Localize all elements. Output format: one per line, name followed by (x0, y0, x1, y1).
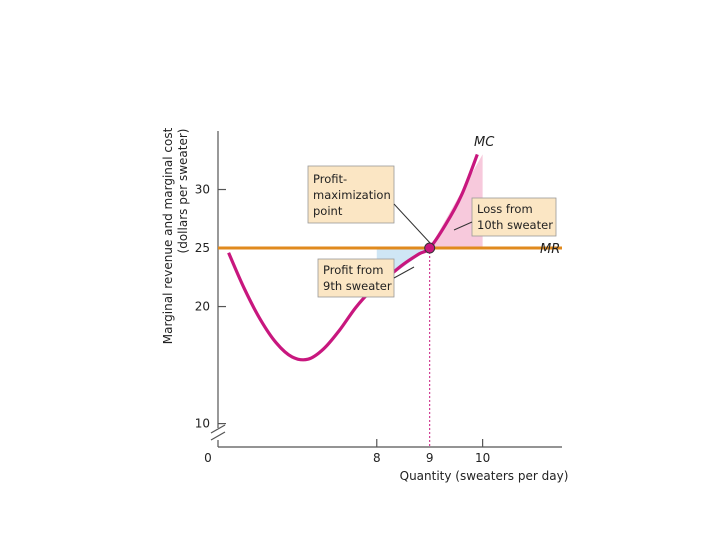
x-tick-label: 10 (475, 451, 490, 465)
profit-line2: 9th sweater (323, 279, 392, 293)
y-tick-label: 10 (195, 417, 210, 431)
mr-label: MR (540, 242, 560, 257)
mc-curve (227, 153, 479, 362)
loss-area (429, 154, 483, 249)
y-axis-title-line2: (dollars per sweater) (176, 129, 190, 254)
axis-break-mark (210, 431, 226, 441)
profit-max-line1: Profit- (313, 172, 347, 186)
y-tick-label: 25 (195, 241, 210, 255)
equilibrium-point (424, 242, 436, 254)
origin-label: 0 (204, 451, 212, 465)
loss-leader (453, 221, 473, 231)
profit-max-line2: maximization (313, 188, 391, 202)
profit-max-annotation: Profit- maximization point (307, 165, 432, 245)
y-tick-label: 20 (195, 300, 210, 314)
profit-max-leader (393, 203, 432, 245)
y-axis-title-line1: Marginal revenue and marginal cost (161, 127, 175, 344)
y-tick-label: 30 (195, 183, 210, 197)
axis-break-mark (210, 424, 226, 434)
profit-leader (393, 266, 415, 279)
axis-ticks: 30 25 20 10 8 9 10 (195, 183, 491, 465)
x-tick-label: 8 (373, 451, 381, 465)
profit-line1: Profit from (323, 263, 383, 277)
profit-annotation: Profit from 9th sweater (317, 258, 415, 298)
mc-label: MC (474, 135, 495, 150)
profit-area (376, 248, 430, 286)
loss-line2: 10th sweater (477, 218, 553, 232)
loss-line1: Loss from (477, 202, 533, 216)
x-tick-label: 9 (426, 451, 434, 465)
loss-annotation: Loss from 10th sweater (453, 197, 557, 237)
profit-max-line3: point (313, 204, 343, 218)
x-axis-title: Quantity (sweaters per day) (400, 469, 569, 483)
